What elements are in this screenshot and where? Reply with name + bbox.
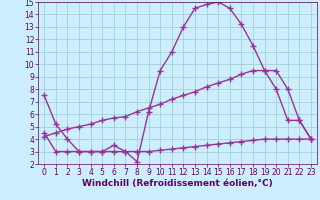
X-axis label: Windchill (Refroidissement éolien,°C): Windchill (Refroidissement éolien,°C) xyxy=(82,179,273,188)
